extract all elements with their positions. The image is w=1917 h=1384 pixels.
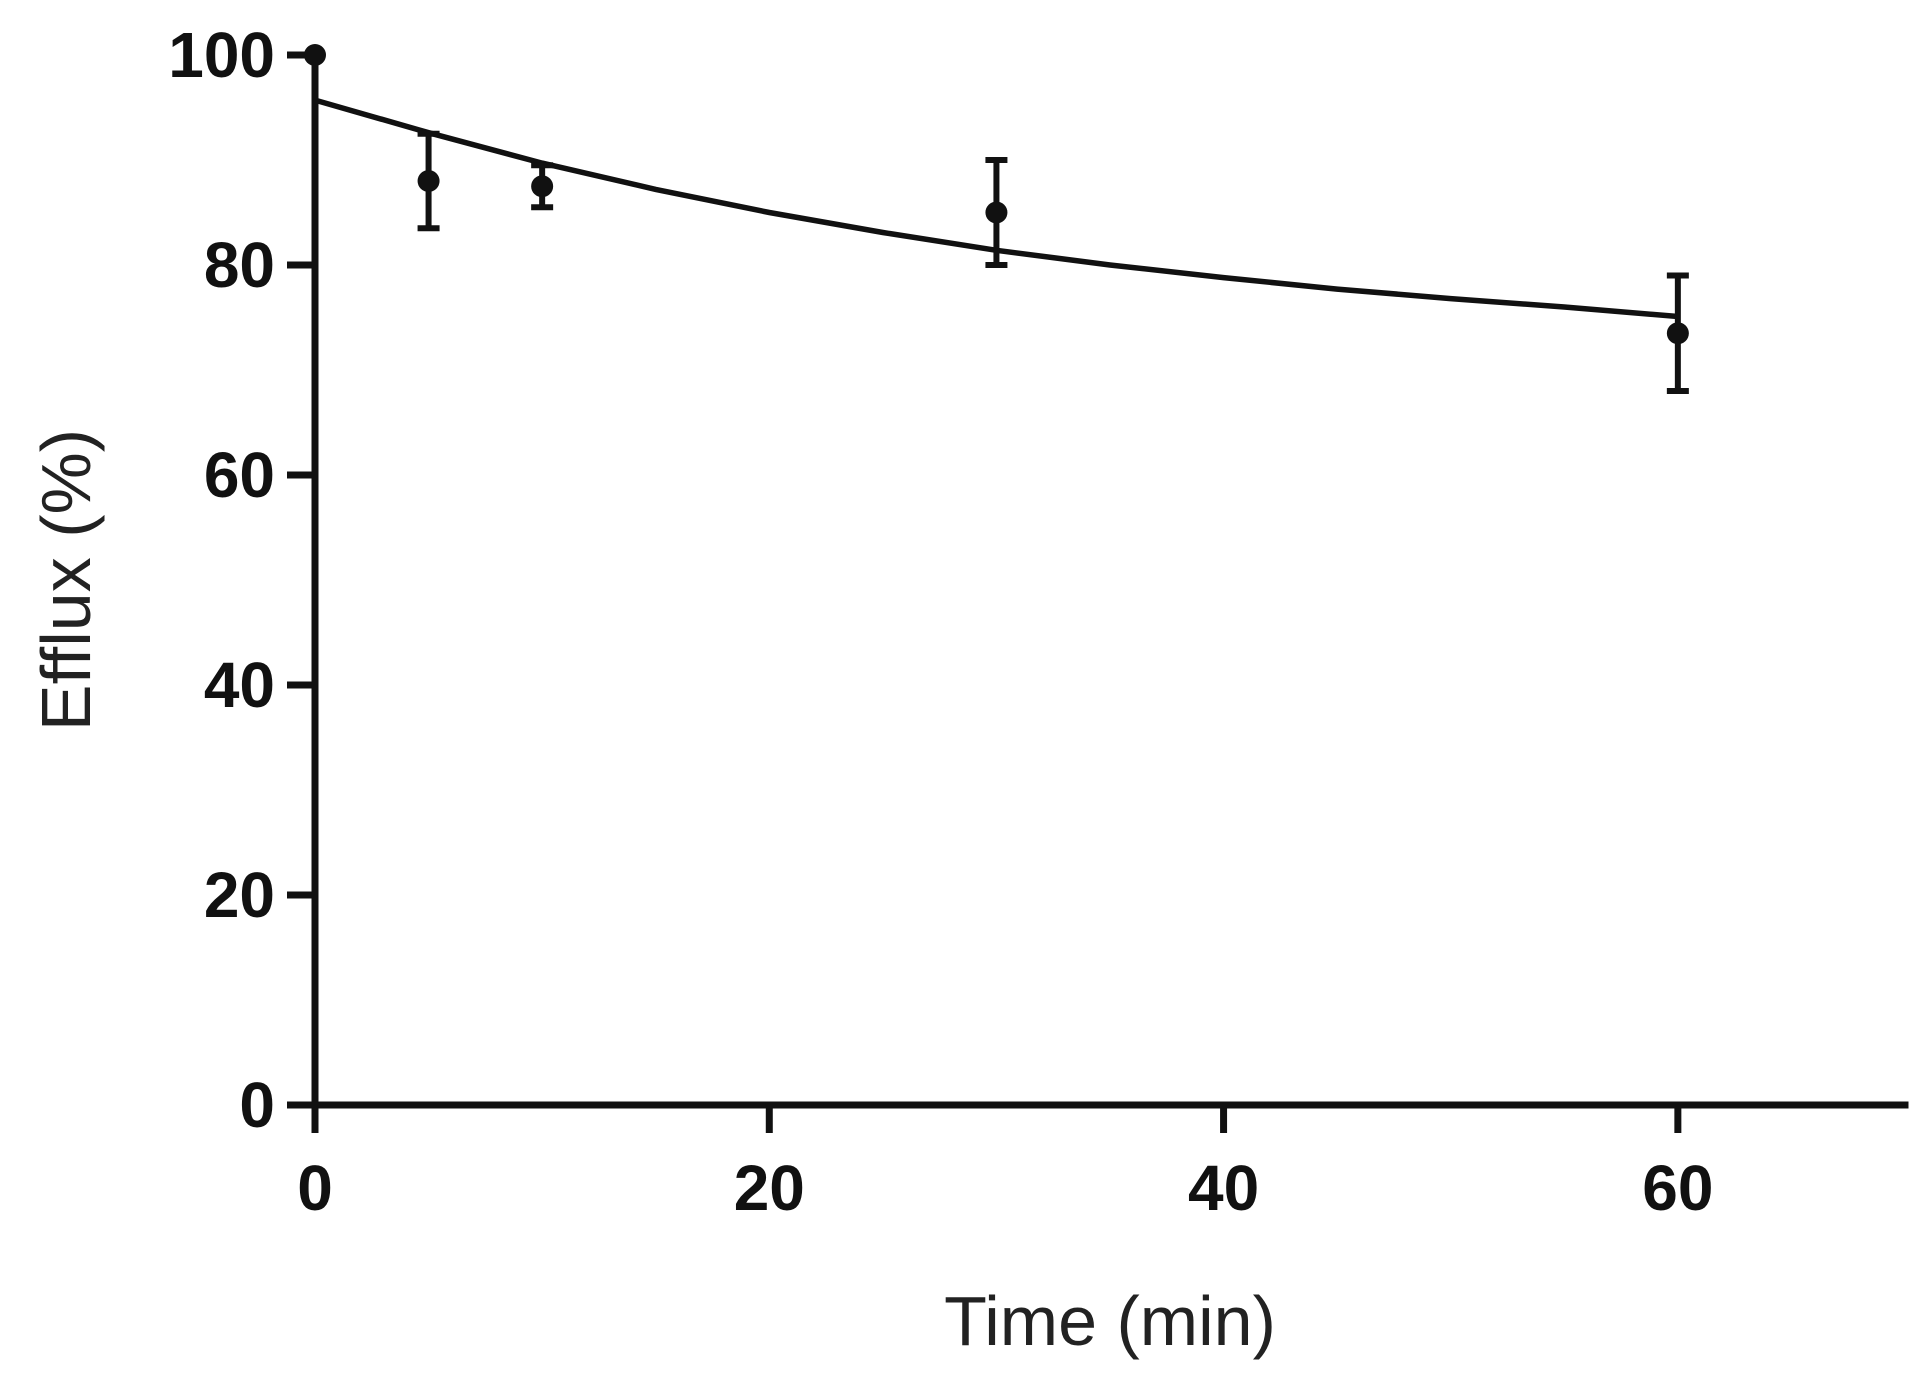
data-point bbox=[417, 170, 440, 192]
x-tick-label: 40 bbox=[1188, 1152, 1259, 1224]
y-tick-label: 20 bbox=[204, 859, 275, 931]
y-tick-label: 80 bbox=[204, 229, 275, 301]
y-axis-title: Efflux (%) bbox=[27, 429, 105, 731]
y-tick-label: 40 bbox=[204, 649, 275, 721]
x-tick-label: 0 bbox=[297, 1152, 333, 1224]
x-axis-title: Time (min) bbox=[944, 1282, 1276, 1360]
data-point bbox=[531, 175, 554, 198]
y-axis-ticks: 0 20 40 60 80 100 bbox=[168, 19, 315, 1141]
data-point bbox=[985, 201, 1008, 224]
x-tick-label: 20 bbox=[734, 1152, 805, 1224]
x-tick-label: 60 bbox=[1642, 1152, 1713, 1224]
error-bars bbox=[417, 130, 1689, 394]
x-axis-ticks: 0 20 40 60 bbox=[297, 1105, 1713, 1224]
y-tick-label: 0 bbox=[239, 1069, 275, 1141]
y-tick-label: 100 bbox=[168, 19, 275, 91]
data-point bbox=[1666, 322, 1689, 345]
y-tick-label: 60 bbox=[204, 439, 275, 511]
